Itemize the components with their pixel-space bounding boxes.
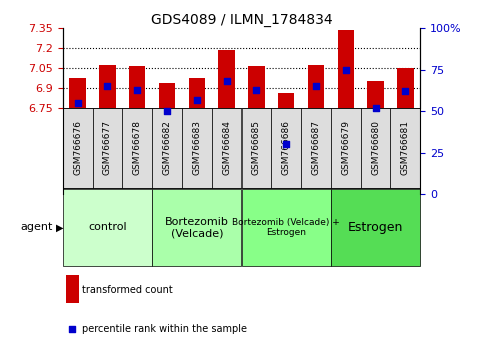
- Bar: [301, 108, 331, 188]
- Bar: [397, 111, 413, 194]
- Bar: [189, 132, 205, 194]
- Text: GSM766683: GSM766683: [192, 120, 201, 175]
- Bar: [338, 31, 354, 194]
- Text: GSM766684: GSM766684: [222, 120, 231, 175]
- Text: GSM766676: GSM766676: [73, 120, 82, 175]
- Text: ▶: ▶: [56, 222, 63, 233]
- Point: [253, 87, 260, 92]
- Text: GSM766679: GSM766679: [341, 120, 350, 175]
- Bar: [242, 108, 271, 188]
- Point: [372, 105, 380, 111]
- Point: [104, 84, 112, 89]
- Text: GSM766681: GSM766681: [401, 120, 410, 175]
- Text: agent: agent: [21, 222, 53, 233]
- Text: GSM766685: GSM766685: [252, 120, 261, 175]
- Title: GDS4089 / ILMN_1784834: GDS4089 / ILMN_1784834: [151, 13, 332, 27]
- Text: Estrogen: Estrogen: [348, 221, 403, 234]
- Bar: [63, 108, 93, 188]
- Bar: [212, 108, 242, 188]
- Text: GSM766682: GSM766682: [163, 120, 171, 175]
- Bar: [66, 275, 79, 303]
- Text: control: control: [88, 222, 127, 233]
- Point: [401, 88, 409, 94]
- Bar: [70, 132, 86, 194]
- Bar: [218, 74, 235, 194]
- Point: [74, 100, 82, 106]
- Bar: [63, 189, 152, 266]
- Point: [312, 84, 320, 89]
- Point: [342, 67, 350, 73]
- Text: percentile rank within the sample: percentile rank within the sample: [83, 324, 247, 335]
- Text: GSM766687: GSM766687: [312, 120, 320, 175]
- Text: GSM766680: GSM766680: [371, 120, 380, 175]
- Bar: [242, 189, 331, 266]
- Bar: [368, 137, 384, 194]
- Bar: [122, 108, 152, 188]
- Text: transformed count: transformed count: [83, 285, 173, 295]
- Bar: [331, 189, 420, 266]
- Text: GSM766686: GSM766686: [282, 120, 291, 175]
- Bar: [159, 143, 175, 194]
- Bar: [278, 162, 294, 194]
- Point: [282, 142, 290, 147]
- Bar: [271, 108, 301, 188]
- Bar: [93, 108, 122, 188]
- Bar: [152, 189, 242, 266]
- Bar: [331, 108, 361, 188]
- Bar: [248, 107, 265, 194]
- Point: [223, 79, 230, 84]
- Bar: [129, 107, 145, 194]
- Point: [163, 108, 171, 114]
- Bar: [308, 104, 324, 194]
- Bar: [390, 108, 420, 188]
- Text: GSM766678: GSM766678: [133, 120, 142, 175]
- Point: [133, 87, 141, 92]
- Text: GSM766677: GSM766677: [103, 120, 112, 175]
- Bar: [361, 108, 390, 188]
- Bar: [152, 108, 182, 188]
- Text: Bortezomib (Velcade) +
Estrogen: Bortezomib (Velcade) + Estrogen: [232, 218, 340, 237]
- Bar: [99, 105, 115, 194]
- Point: [193, 97, 201, 102]
- Text: Bortezomib
(Velcade): Bortezomib (Velcade): [165, 217, 229, 238]
- Bar: [182, 108, 212, 188]
- Point: [69, 326, 76, 332]
